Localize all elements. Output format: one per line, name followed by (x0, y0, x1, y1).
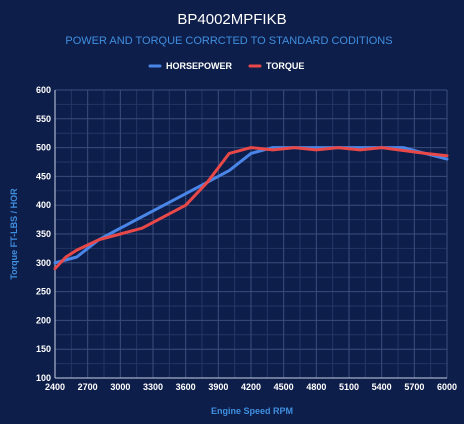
y-tick-label: 450 (36, 171, 51, 181)
x-tick-label: 3600 (176, 382, 196, 392)
chart-subtitle: POWER AND TORQUE CORRCTED TO STANDARD CO… (65, 35, 392, 47)
x-tick-label: 2400 (45, 382, 65, 392)
legend: HORSEPOWER TORQUE (148, 61, 304, 71)
y-axis-label: Torque FT-LBS / HOR (9, 188, 19, 280)
series-line-torque (53, 146, 449, 271)
x-tick-label: 3000 (110, 382, 130, 392)
series-layer (53, 146, 449, 271)
y-tick-label: 100 (36, 373, 51, 383)
x-tick-label: 6000 (437, 382, 457, 392)
x-tick-label: 4800 (306, 382, 326, 392)
y-tick-label: 600 (36, 85, 51, 95)
x-tick-label: 3900 (208, 382, 228, 392)
y-tick-label: 550 (36, 114, 51, 124)
x-tick-label: 3300 (143, 382, 163, 392)
x-tick-label: 4200 (241, 382, 261, 392)
x-tick-label: 5400 (372, 382, 392, 392)
x-axis-label: Engine Speed RPM (211, 406, 293, 416)
x-tick-label: 4500 (274, 382, 294, 392)
x-tick-label: 5100 (339, 382, 359, 392)
legend-label: HORSEPOWER (166, 61, 233, 71)
chart-title: BP4002MPFIKB (177, 11, 286, 28)
y-tick-label: 400 (36, 200, 51, 210)
y-tick-label: 350 (36, 229, 51, 239)
x-tick-label: 5700 (404, 382, 424, 392)
grid (54, 89, 448, 379)
x-tick-label: 2700 (78, 382, 98, 392)
legend-label: TORQUE (266, 61, 304, 71)
y-tick-label: 300 (36, 258, 51, 268)
y-tick-label: 150 (36, 344, 51, 354)
y-tick-label: 250 (36, 287, 51, 297)
y-tick-label: 200 (36, 315, 51, 325)
y-tick-label: 500 (36, 143, 51, 153)
axes: 2400 2700 3000 3300 3600 3900 4200 4500 4800 5100… (36, 85, 457, 392)
